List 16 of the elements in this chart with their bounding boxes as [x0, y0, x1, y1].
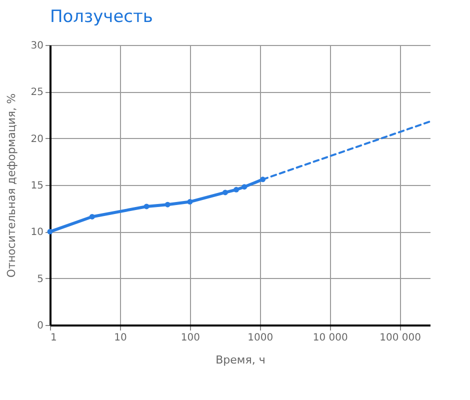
y-tick-label: 25 — [30, 87, 44, 98]
y-tick-label: 0 — [37, 320, 44, 332]
x-tick-label: 100 000 — [380, 332, 421, 344]
x-axis-title: Время, ч — [216, 354, 266, 366]
chart-title: Ползучесть — [50, 7, 153, 27]
y-tick-label: 5 — [37, 274, 44, 285]
x-tick-label: 10 000 — [312, 332, 348, 344]
x-tick-label: 1000 — [248, 332, 274, 344]
x-tick-label: 1 — [50, 332, 57, 344]
y-tick-label: 15 — [30, 180, 44, 192]
y-tick-label: 20 — [30, 134, 44, 145]
x-tick-label: 10 — [114, 332, 127, 344]
y-axis-title: Относительная деформация, % — [4, 93, 18, 278]
y-tick-label: 10 — [30, 227, 44, 238]
x-tick-label: 100 — [180, 332, 200, 344]
y-tick-label: 30 — [30, 40, 44, 52]
